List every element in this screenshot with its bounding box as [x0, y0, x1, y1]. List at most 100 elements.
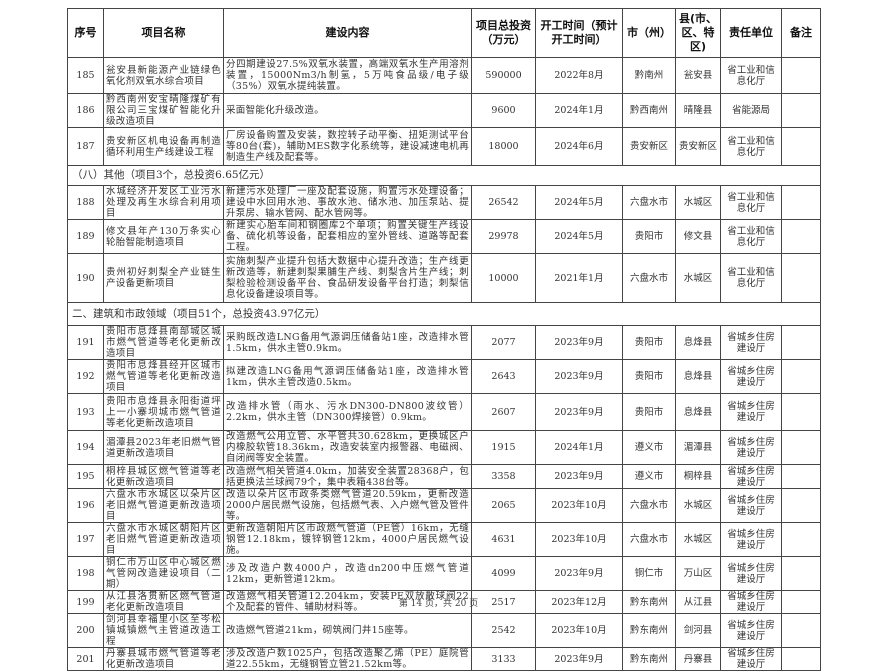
- responsible-unit-cell: 省工业和信息化厅: [720, 219, 782, 254]
- note-cell: [781, 359, 821, 394]
- project-name-cell: 六盘水市水城区朝阳片区老旧燃气管道更新改造项目: [103, 522, 224, 557]
- construction-content-cell: 涉及改造户数1025户，包括改造聚乙烯（PE）庭院管道22.55km，无缝钢管立…: [223, 647, 472, 671]
- county-cell: 万山区: [675, 556, 721, 591]
- city-cell: 黔东南州: [622, 613, 676, 648]
- row-number-cell: 198: [67, 556, 104, 591]
- row-number-cell: 199: [67, 590, 104, 614]
- county-cell: 水城区: [675, 488, 721, 523]
- responsible-unit-cell: 省城乡住房建设厅: [720, 556, 782, 591]
- construction-content-cell: 分四期建设27.5%双氧水装置，高端双氧水生产用溶剂装置，15000Nm3/h制…: [223, 57, 472, 94]
- total-investment-cell: 3358: [471, 464, 536, 489]
- construction-content-cell: 改造排水管（雨水、污水DN300-DN800波纹管）2.2km，供水主管（DN3…: [223, 393, 472, 431]
- county-cell: 息烽县: [675, 393, 721, 431]
- total-investment-cell: 10000: [471, 253, 536, 303]
- county-cell: 剑河县: [675, 613, 721, 648]
- page-number: 第 14 页，共 20 页: [398, 599, 479, 609]
- header-note: 备注: [781, 8, 821, 58]
- construction-content-cell: 厂房设备购置及安装，数控转子动平衡、扭矩测试平台等80台(套)，辅助MES数字化…: [223, 127, 472, 166]
- note-cell: [781, 556, 821, 591]
- note-cell: [781, 647, 821, 671]
- note-cell: [781, 127, 821, 166]
- table-row: 194 湄潭县2023年老旧燃气管道更新改造项目 改造燃气公用立管、水平管共30.6…: [67, 430, 821, 465]
- row-number-cell: 191: [67, 325, 104, 360]
- row-number-cell: 190: [67, 253, 104, 303]
- start-time-cell: 2023年10月: [535, 488, 623, 523]
- total-investment-cell: 4631: [471, 522, 536, 557]
- responsible-unit-cell: 省城乡住房建设厅: [720, 325, 782, 360]
- section-row: （八）其他（项目3个，总投资6.65亿元）: [67, 165, 821, 186]
- construction-content-cell: 采面智能化升级改造。: [223, 93, 472, 128]
- total-investment-cell: 9600: [471, 93, 536, 128]
- project-name-cell: 贵阳市息烽县南部城区城市燃气管道等老化更新改造项目: [103, 325, 224, 360]
- responsible-unit-cell: 省城乡住房建设厅: [720, 647, 782, 671]
- total-investment-cell: 1915: [471, 430, 536, 465]
- row-number-cell: 187: [67, 127, 104, 166]
- note-cell: [781, 613, 821, 648]
- construction-content-cell: 更新改造朝阳片区市政燃气管道（PE管）16km，无缝钢管12.18km，镀锌钢管…: [223, 522, 472, 557]
- table-row: 200 剑河县幸福里小区至岑松镇城镇燃气主管道改造工程 改造燃气管道21km，砌筑阀…: [67, 613, 821, 648]
- project-name-cell: 湄潭县2023年老旧燃气管道更新改造项目: [103, 430, 224, 465]
- table-row: 201 丹寨县城市燃气管道等老化更新改造项目 涉及改造户数1025户，包括改造聚乙烯…: [67, 647, 821, 671]
- start-time-cell: 2023年9月: [535, 359, 623, 394]
- city-cell: 铜仁市: [622, 556, 676, 591]
- county-cell: 晴隆县: [675, 93, 721, 128]
- row-number-cell: 195: [67, 464, 104, 489]
- project-name-cell: 桐梓县城区燃气管道等老化更新改造项目: [103, 464, 224, 489]
- table-row: 187 贵安新区机电设备再制造循环利用生产线建设工程 厂房设备购置及安装，数控转子动…: [67, 127, 821, 166]
- responsible-unit-cell: 省城乡住房建设厅: [720, 590, 782, 614]
- row-number-cell: 192: [67, 359, 104, 394]
- start-time-cell: 2024年1月: [535, 430, 623, 465]
- responsible-unit-cell: 省城乡住房建设厅: [720, 488, 782, 523]
- responsible-unit-cell: 省城乡住房建设厅: [720, 464, 782, 489]
- note-cell: [781, 522, 821, 557]
- table-row: 190 贵州初好刺梨全产业链生产设备更新项目 实施刺梨产业提升包括大数据中心提升改造…: [67, 253, 821, 303]
- header-county: 县(市、区、特区): [675, 8, 721, 58]
- table-row: 191 贵阳市息烽县南部城区城市燃气管道等老化更新改造项目 采购既改造LNG备用气源…: [67, 325, 821, 360]
- header-investment: 项目总投资（万元）: [471, 8, 536, 58]
- county-cell: 丹寨县: [675, 647, 721, 671]
- start-time-cell: 2024年6月: [535, 127, 623, 166]
- city-cell: 贵阳市: [622, 325, 676, 360]
- county-cell: 贵安新区: [675, 127, 721, 166]
- county-cell: 息烽县: [675, 325, 721, 360]
- table-row: 196 六盘水市水城区以朵片区老旧燃气管道更新改造项目 改造以朵片区市政条类燃气管道…: [67, 488, 821, 523]
- city-cell: 贵阳市: [622, 219, 676, 254]
- project-name-cell: 丹寨县城市燃气管道等老化更新改造项目: [103, 647, 224, 671]
- row-number-cell: 196: [67, 488, 104, 523]
- header-no: 序号: [67, 8, 104, 58]
- project-table: 序号 项目名称 建设内容 项目总投资（万元） 开工时间（预计开工时间） 市（州）…: [67, 8, 821, 671]
- construction-content-cell: 涉及改造户数4000户，改造dn200中压燃气管道12km，更新管道12km。: [223, 556, 472, 591]
- construction-content-cell: 实施刺梨产业提升包括大数据中心提升改造；生产线更新改造等，新建刺梨果脯生产线、刺…: [223, 253, 472, 303]
- start-time-cell: 2023年9月: [535, 464, 623, 489]
- total-investment-cell: 2643: [471, 359, 536, 394]
- county-cell: 息烽县: [675, 359, 721, 394]
- start-time-cell: 2021年1月: [535, 253, 623, 303]
- start-time-cell: 2023年9月: [535, 325, 623, 360]
- start-time-cell: 2024年5月: [535, 219, 623, 254]
- city-cell: 贵安新区: [622, 127, 676, 166]
- start-time-cell: 2023年9月: [535, 556, 623, 591]
- table-row: 188 水城经济开发区工业污水处理及再生水综合利用项目 新建污水处理厂一座及配套设施…: [67, 185, 821, 220]
- table-row: 185 瓮安县新能源产业链绿色氧化剂双氧水综合项目 分四期建设27.5%双氧水装置，…: [67, 57, 821, 94]
- construction-content-cell: 改造燃气相关管道4.0km，加装安全装置28368户，包括更换法兰球阀79个，集…: [223, 464, 472, 489]
- project-name-cell: 贵州初好刺梨全产业链生产设备更新项目: [103, 253, 224, 303]
- table-row: 186 黔西南州安宝晴隆煤矿有限公司三宝煤矿智能化升级改造项目 采面智能化升级改造。…: [67, 93, 821, 128]
- city-cell: 遵义市: [622, 430, 676, 465]
- responsible-unit-cell: 省城乡住房建设厅: [720, 613, 782, 648]
- note-cell: [781, 464, 821, 489]
- total-investment-cell: 590000: [471, 57, 536, 94]
- project-name-cell: 水城经济开发区工业污水处理及再生水综合利用项目: [103, 185, 224, 220]
- responsible-unit-cell: 省城乡住房建设厅: [720, 359, 782, 394]
- responsible-unit-cell: 省城乡住房建设厅: [720, 430, 782, 465]
- header-city: 市（州）: [622, 8, 676, 58]
- row-number-cell: 185: [67, 57, 104, 94]
- city-cell: 贵阳市: [622, 359, 676, 394]
- header-name: 项目名称: [103, 8, 224, 58]
- project-name-cell: 贵安新区机电设备再制造循环利用生产线建设工程: [103, 127, 224, 166]
- note-cell: [781, 488, 821, 523]
- responsible-unit-cell: 省能源局: [720, 93, 782, 128]
- row-number-cell: 188: [67, 185, 104, 220]
- project-name-cell: 瓮安县新能源产业链绿色氧化剂双氧水综合项目: [103, 57, 224, 94]
- start-time-cell: 2023年9月: [535, 393, 623, 431]
- table-row: 198 铜仁市万山区中心城区燃气管网改造建设项目（二期） 涉及改造户数4000户，改…: [67, 556, 821, 591]
